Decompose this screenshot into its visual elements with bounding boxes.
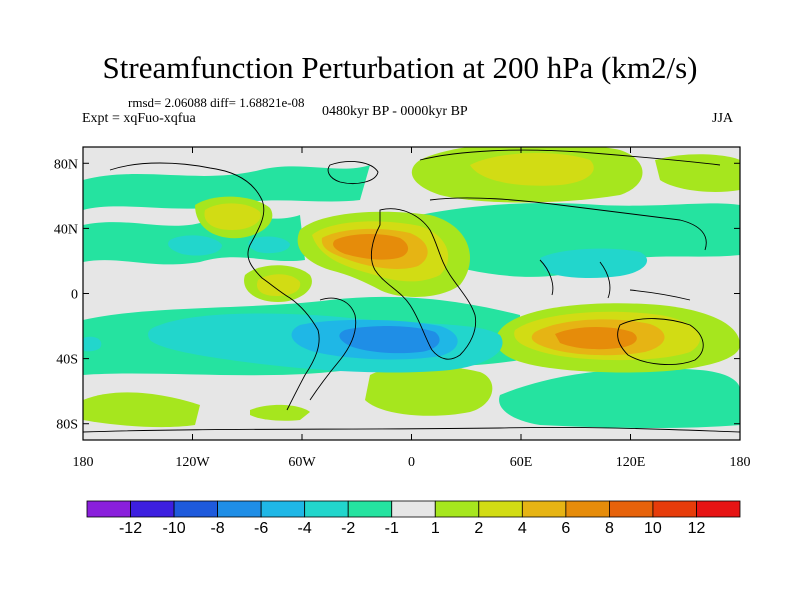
lat-tick-label: 80N — [54, 157, 78, 172]
colorbar-label: -10 — [163, 520, 186, 537]
colorbar-label: -4 — [298, 520, 312, 537]
colorbar-swatch — [347, 500, 393, 518]
contour-region — [499, 368, 740, 429]
contour-region — [365, 365, 493, 416]
colorbar-swatch — [434, 500, 480, 518]
colorbar-label: 10 — [644, 520, 662, 537]
colorbar-swatch — [696, 500, 741, 518]
colorbar-label: -2 — [341, 520, 355, 537]
colorbar-swatch — [652, 500, 697, 518]
colorbar-swatch — [304, 500, 349, 518]
lon-tick-label: 60W — [288, 455, 316, 470]
greenland-coast — [327, 161, 379, 184]
contour-region — [83, 165, 370, 210]
colorbar-swatch — [521, 500, 567, 518]
contour-region — [333, 234, 409, 260]
colorbar-label: -8 — [210, 520, 224, 537]
colorbar-swatch — [173, 500, 218, 518]
colorbar: -12 -10 -8 -6 -4 -2 -1 1 2 4 6 8 10 12 — [86, 500, 741, 537]
lat-tick-label: 40N — [54, 222, 78, 237]
colorbar-label: -1 — [385, 520, 399, 537]
lon-tick-label: 180 — [730, 455, 751, 470]
coastlines — [83, 149, 740, 433]
lon-tick-label: 120W — [175, 455, 210, 470]
colorbar-swatch — [130, 500, 175, 518]
colorbar-swatch — [391, 500, 436, 518]
period-label: 0480kyr BP - 0000kyr BP — [322, 104, 468, 119]
contour-region — [256, 274, 301, 296]
contour-region — [420, 203, 740, 277]
lat-tick-label: 0 — [71, 288, 78, 303]
colorbar-swatch — [565, 500, 610, 518]
lat-tick-label: 80S — [56, 418, 78, 433]
south-asia-coast — [539, 259, 691, 301]
season-label: JJA — [712, 111, 734, 126]
colorbar-label: 1 — [431, 520, 440, 537]
colorbar-label: 4 — [518, 520, 527, 537]
contour-region — [168, 235, 222, 256]
australia-coast — [617, 318, 704, 365]
rmsd-diff-stats: rmsd= 2.06088 diff= 1.68821e-08 — [128, 95, 305, 110]
colorbar-label: 8 — [605, 520, 614, 537]
colorbar-swatch — [217, 500, 262, 518]
colorbar-swatch — [478, 500, 523, 518]
contour-region — [555, 326, 637, 350]
lon-tick-label: 120E — [616, 455, 646, 470]
contour-region — [655, 154, 740, 192]
south-america-east-coast — [309, 297, 357, 401]
contour-region — [83, 336, 102, 352]
colorbar-label: 12 — [688, 520, 706, 537]
lon-tick-label: 60E — [510, 455, 533, 470]
colorbar-label: 2 — [474, 520, 483, 537]
lon-tick-label: 0 — [408, 455, 415, 470]
contour-region — [470, 153, 594, 186]
colorbar-swatch — [260, 500, 306, 518]
colorbar-label: -6 — [254, 520, 268, 537]
contour-region — [204, 203, 261, 230]
contour-field — [83, 147, 740, 440]
contour-region — [83, 392, 200, 428]
colorbar-label: -12 — [119, 520, 142, 537]
experiment-label: Expt = xqFuo-xqfua — [82, 111, 196, 126]
antarctica-coast — [83, 427, 740, 433]
longitude-axis: 180 120W 60W 0 60E 120E 180 — [73, 147, 751, 470]
africa-coast — [370, 208, 477, 360]
map-title: Streamfunction Perturbation at 200 hPa (… — [102, 50, 698, 85]
colorbar-label: 6 — [561, 520, 570, 537]
eurasia-coast — [419, 149, 721, 251]
contour-region — [540, 248, 648, 278]
colorbar-swatch — [609, 500, 654, 518]
latitude-axis: 80N 40N 0 40S 80S — [54, 157, 740, 433]
colorbar-swatch — [86, 500, 131, 518]
contour-region — [248, 236, 290, 254]
contour-region — [339, 326, 440, 354]
contour-region — [250, 404, 310, 421]
lat-tick-label: 40S — [56, 353, 78, 368]
americas-coast — [109, 162, 320, 411]
lon-tick-label: 180 — [73, 455, 94, 470]
